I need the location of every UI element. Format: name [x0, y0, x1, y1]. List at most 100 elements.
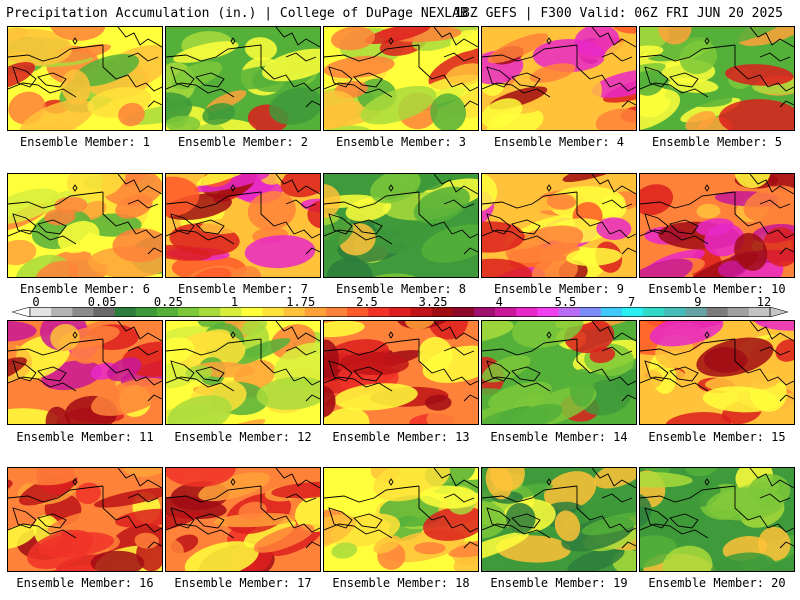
ensemble-member-label: Ensemble Member: 2: [177, 135, 309, 149]
ensemble-member-map: [323, 173, 479, 278]
ensemble-member-map: [165, 467, 321, 572]
colorbar-swatch: [452, 307, 475, 317]
coastline-overlay: [166, 174, 320, 255]
colorbar-swatch: [748, 307, 771, 317]
coastline-overlay: [324, 321, 478, 402]
colorbar-swatch: [72, 307, 94, 317]
colorbar-swatch: [537, 307, 559, 317]
precip-field: [8, 174, 162, 277]
colorbar-swatch: [241, 307, 263, 317]
ensemble-member-label: Ensemble Member: 13: [332, 430, 470, 444]
coastline-overlay: [482, 468, 636, 549]
colorbar-swatch: [326, 307, 348, 317]
ensemble-member-label: Ensemble Member: 18: [332, 576, 470, 590]
colorbar-tick-label: 4: [495, 295, 503, 309]
coastline-overlay: [8, 321, 162, 402]
coastline-overlay: [8, 468, 162, 549]
precip-field: [324, 321, 478, 424]
colorbar-swatch: [431, 307, 454, 317]
ensemble-member-label: Ensemble Member: 7: [177, 282, 309, 296]
ensemble-member-label: Ensemble Member: 17: [174, 576, 312, 590]
ensemble-member-label: Ensemble Member: 4: [493, 135, 625, 149]
colorbar-swatch: [368, 307, 390, 317]
colorbar-swatch: [283, 307, 306, 317]
precip-field: [482, 468, 636, 571]
precip-field: [482, 27, 636, 130]
precip-field: [8, 27, 162, 130]
model-valid-time: 18Z GEFS | F300 Valid: 06Z FRI JUN 20 20…: [454, 6, 783, 21]
precip-field: [640, 174, 794, 277]
colorbar-swatch: [579, 307, 602, 317]
colorbar-tick-label: 12: [756, 295, 772, 309]
coastline-overlay: [166, 27, 320, 108]
colorbar-swatch: [156, 307, 179, 317]
colorbar-tick-label: 9: [694, 295, 702, 309]
colorbar-swatch: [558, 307, 581, 317]
ensemble-member-map: [481, 320, 637, 425]
ensemble-member-map: [165, 320, 321, 425]
colorbar-swatches: [12, 307, 788, 317]
colorbar-swatch: [30, 307, 52, 317]
precip-field: [324, 27, 478, 130]
ensemble-member-label: Ensemble Member: 20: [648, 576, 786, 590]
ensemble-member-map: [481, 173, 637, 278]
colorbar-swatch: [347, 307, 369, 317]
ensemble-member-label: Ensemble Member: 15: [648, 430, 786, 444]
colorbar-swatch: [664, 307, 686, 317]
precip-field: [166, 174, 320, 277]
precip-field: [8, 468, 162, 571]
colorbar-swatch: [516, 307, 538, 317]
ensemble-member-map: [639, 173, 795, 278]
colorbar-tick-label: 0.25: [153, 295, 183, 309]
precip-field: [8, 321, 162, 424]
colorbar-swatch: [622, 307, 644, 317]
coastline-overlay: [324, 174, 478, 255]
colorbar-swatch: [51, 307, 73, 317]
colorbar-swatch: [706, 307, 729, 317]
ensemble-member-label: Ensemble Member: 8: [335, 282, 467, 296]
colorbar-tick-label: 1: [230, 295, 239, 309]
colorbar-swatch: [114, 307, 137, 317]
colorbar-tick-label: 3.25: [418, 295, 448, 309]
ensemble-member-map: [639, 26, 795, 131]
colorbar-swatch: [685, 307, 707, 317]
colorbar-swatch: [262, 307, 285, 317]
ensemble-member-label: Ensemble Member: 3: [335, 135, 467, 149]
precip-field: [166, 468, 320, 571]
colorbar-tick-label: 2.5: [356, 295, 378, 309]
ensemble-member-map: [323, 26, 479, 131]
ensemble-member-map: [165, 173, 321, 278]
ensemble-member-label: Ensemble Member: 14: [490, 430, 628, 444]
ensemble-member-map: [639, 320, 795, 425]
colorbar-swatch: [93, 307, 115, 317]
colorbar-swatch: [389, 307, 411, 317]
precip-field: [640, 321, 794, 424]
colorbar-tick-label: 1.75: [286, 295, 316, 309]
coastline-overlay: [482, 27, 636, 108]
coastline-overlay: [166, 468, 320, 549]
coastline-overlay: [640, 174, 794, 255]
ensemble-member-label: Ensemble Member: 1: [19, 135, 151, 149]
colorbar-swatch: [474, 307, 496, 317]
precip-colorbar: 0 0.05 0.25 1 1.75 2.5 3.25 4 5.5 7 9 12: [12, 296, 788, 320]
ensemble-member-map: [481, 26, 637, 131]
ensemble-member-label: Ensemble Member: 19: [490, 576, 628, 590]
ensemble-member-label: Ensemble Member: 12: [174, 430, 312, 444]
ensemble-member-map: [323, 467, 479, 572]
precip-field: [166, 321, 320, 424]
colorbar-tick-label: 7: [628, 295, 636, 309]
precip-field: [640, 468, 794, 571]
ensemble-member-label: Ensemble Member: 11: [16, 430, 154, 444]
colorbar-swatch: [135, 307, 158, 317]
colorbar-swatch: [600, 307, 623, 317]
coastline-overlay: [166, 321, 320, 402]
colorbar-tick-label: 0.05: [87, 295, 117, 309]
ensemble-member-map: [7, 26, 163, 131]
ensemble-member-label: Ensemble Member: 16: [16, 576, 154, 590]
ensemble-member-label: Ensemble Member: 9: [493, 282, 625, 296]
colorbar-tick-label: 0: [32, 295, 40, 309]
coastline-overlay: [482, 174, 636, 255]
colorbar-swatch: [304, 307, 327, 317]
colorbar-swatch: [199, 307, 221, 317]
precip-field: [482, 321, 636, 424]
